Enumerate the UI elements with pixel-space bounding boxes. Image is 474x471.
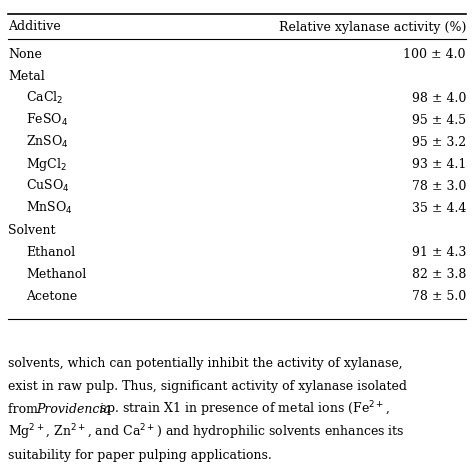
Text: Additive: Additive (8, 21, 61, 33)
Text: 100 ± 4.0: 100 ± 4.0 (403, 48, 466, 61)
Text: 98 ± 4.0: 98 ± 4.0 (411, 92, 466, 105)
Text: CaCl$_2$: CaCl$_2$ (26, 90, 64, 106)
Text: Methanol: Methanol (26, 268, 86, 281)
Text: 95 ± 4.5: 95 ± 4.5 (412, 114, 466, 127)
Text: 78 ± 3.0: 78 ± 3.0 (411, 180, 466, 193)
Text: Providencia: Providencia (36, 403, 111, 416)
Text: MgCl$_2$: MgCl$_2$ (26, 156, 67, 173)
Text: 93 ± 4.1: 93 ± 4.1 (411, 158, 466, 171)
Text: 78 ± 5.0: 78 ± 5.0 (412, 290, 466, 303)
Text: CuSO$_4$: CuSO$_4$ (26, 178, 70, 194)
Text: Mg$^{2+}$, Zn$^{2+}$, and Ca$^{2+}$) and hydrophilic solvents enhances its: Mg$^{2+}$, Zn$^{2+}$, and Ca$^{2+}$) and… (8, 422, 405, 442)
Text: solvents, which can potentially inhibit the activity of xylanase,: solvents, which can potentially inhibit … (8, 357, 402, 370)
Text: Relative xylanase activity (%): Relative xylanase activity (%) (279, 21, 466, 33)
Text: 95 ± 3.2: 95 ± 3.2 (412, 136, 466, 149)
Text: Acetone: Acetone (26, 290, 77, 303)
Text: 91 ± 4.3: 91 ± 4.3 (411, 246, 466, 259)
Text: 82 ± 3.8: 82 ± 3.8 (411, 268, 466, 281)
Text: from: from (8, 403, 42, 416)
Text: Solvent: Solvent (8, 224, 55, 237)
Text: sp. strain X1 in presence of metal ions (Fe$^{2+}$,: sp. strain X1 in presence of metal ions … (96, 399, 390, 419)
Text: ZnSO$_4$: ZnSO$_4$ (26, 134, 69, 150)
Text: None: None (8, 48, 42, 61)
Text: exist in raw pulp. Thus, significant activity of xylanase isolated: exist in raw pulp. Thus, significant act… (8, 380, 407, 393)
Text: MnSO$_4$: MnSO$_4$ (26, 200, 73, 216)
Text: suitability for paper pulping applications.: suitability for paper pulping applicatio… (8, 449, 272, 463)
Text: 35 ± 4.4: 35 ± 4.4 (411, 202, 466, 215)
Text: Ethanol: Ethanol (26, 246, 75, 259)
Text: FeSO$_4$: FeSO$_4$ (26, 112, 68, 128)
Text: Metal: Metal (8, 70, 45, 83)
